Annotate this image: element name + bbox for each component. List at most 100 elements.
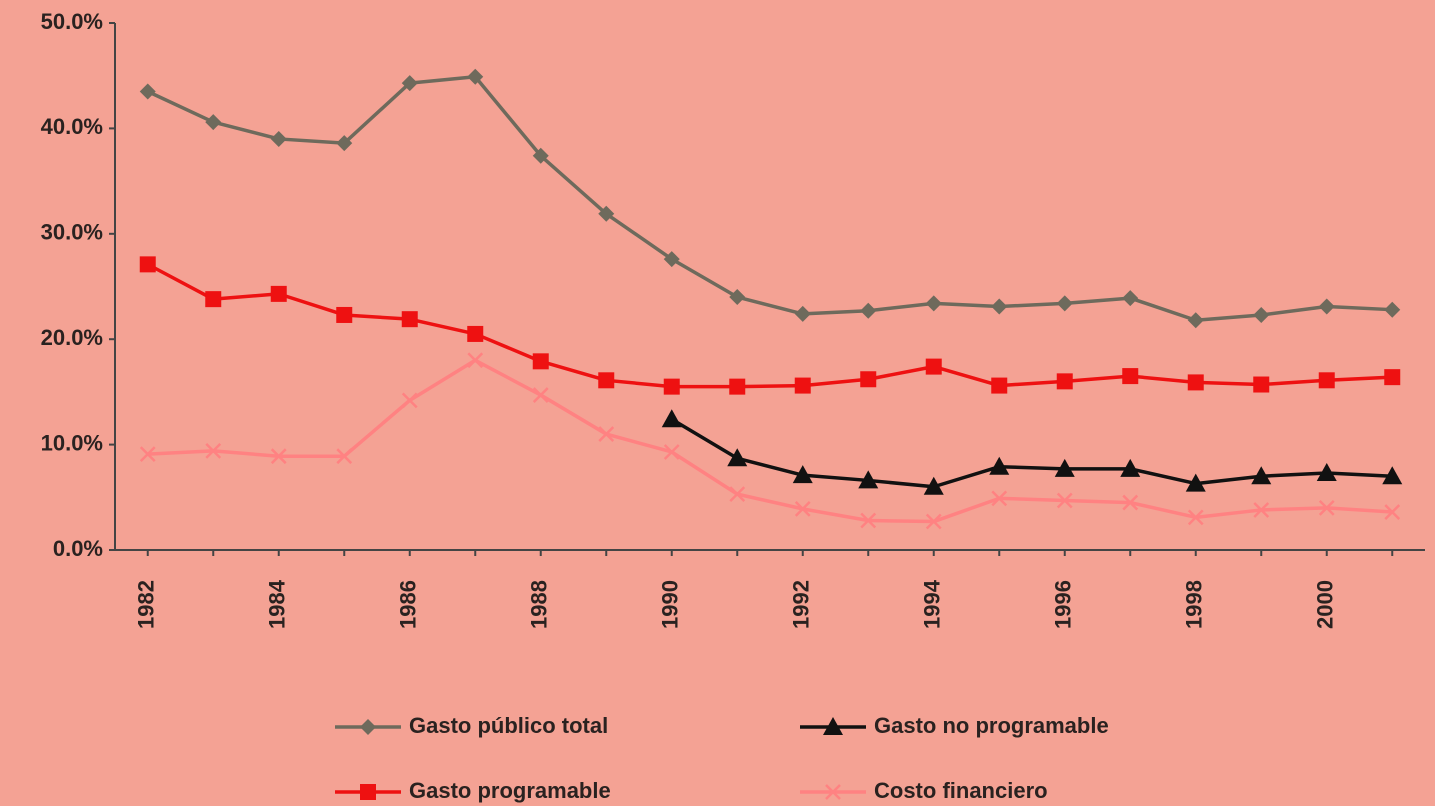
marker [991,490,1008,507]
marker [360,784,376,800]
marker [270,130,287,147]
marker [1056,295,1073,312]
marker [1056,373,1073,390]
marker [1318,298,1335,315]
legend-label: Gasto público total [409,713,608,738]
legend-item: Costo financiero [800,778,1048,803]
marker [1187,509,1204,526]
x-tick-label: 1984 [265,579,290,629]
marker [1253,306,1270,323]
marker [1318,499,1335,516]
marker [860,371,877,388]
x-tick-label: 1994 [920,579,945,629]
marker [1384,301,1401,318]
marker [727,448,748,467]
y-tick-label: 30.0% [41,220,103,245]
x-tick-label: 1992 [789,580,814,629]
marker [991,377,1008,394]
marker [794,377,811,394]
marker [1054,458,1075,477]
marker [729,378,746,395]
legend-item: Gasto público total [335,713,608,738]
marker [925,513,942,530]
marker [1185,473,1206,492]
marker [663,444,680,460]
marker [401,311,418,328]
marker [825,784,841,800]
marker [205,443,222,459]
marker [1253,502,1270,518]
marker [860,512,877,529]
marker [925,295,942,312]
y-tick-label: 10.0% [41,430,103,455]
marker [1382,466,1403,485]
marker [823,717,843,735]
marker [598,426,615,442]
x-tick-label: 1998 [1182,580,1207,629]
legend-label: Gasto no programable [874,713,1109,738]
marker [270,285,287,302]
y-tick-label: 20.0% [41,325,103,350]
marker [401,392,418,409]
marker [336,448,353,465]
marker [1122,494,1139,511]
marker [858,470,879,489]
marker [205,291,222,308]
marker [661,409,682,428]
marker [1384,369,1401,386]
y-tick-label: 40.0% [41,114,103,139]
marker [139,256,156,273]
series-line [146,262,1393,389]
x-tick-label: 1982 [134,580,159,629]
marker [336,306,353,323]
marker [532,147,549,164]
x-tick-label: 1996 [1051,580,1076,629]
marker [792,465,813,484]
marker [139,83,156,100]
marker [598,372,615,389]
marker [532,353,549,370]
marker [1187,374,1204,391]
marker [1384,504,1401,520]
marker [925,358,942,375]
marker [598,205,615,222]
marker [360,719,376,735]
marker [270,448,287,465]
marker [1122,290,1139,307]
marker [1187,312,1204,329]
marker [1251,466,1272,485]
marker [1056,492,1073,509]
marker [729,289,746,306]
marker [1122,368,1139,385]
marker [1253,376,1270,393]
marker [663,378,680,395]
y-tick-label: 0.0% [53,536,103,561]
x-tick-label: 2000 [1313,580,1338,629]
y-tick-label: 50.0% [41,9,103,34]
marker [1120,458,1141,477]
legend-item: Gasto no programable [800,713,1109,738]
marker [139,446,156,462]
x-tick-label: 1988 [527,580,552,629]
marker [205,114,222,131]
marker [729,486,746,503]
marker [1318,372,1335,389]
marker [794,305,811,322]
x-tick-label: 1986 [396,580,421,629]
series-line [147,358,1393,524]
marker [467,352,484,369]
x-tick-label: 1990 [658,580,683,629]
marker [532,387,549,403]
marker [860,302,877,319]
marker [467,68,484,85]
marker [467,325,484,342]
series-line [670,417,1393,489]
marker [989,456,1010,475]
marker [401,75,418,92]
marker [991,298,1008,315]
legend-label: Costo financiero [874,778,1048,803]
legend-label: Gasto programable [409,778,611,803]
marker [1316,463,1337,482]
legend-item: Gasto programable [335,778,611,803]
